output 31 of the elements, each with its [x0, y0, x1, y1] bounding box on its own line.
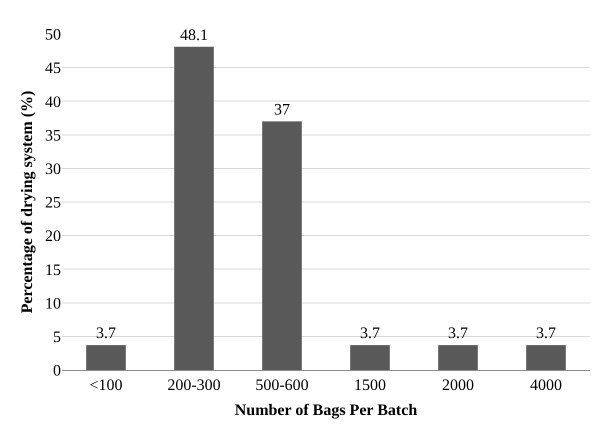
x-tick-label: 4000	[530, 377, 562, 394]
bar	[526, 345, 566, 370]
data-label: 48.1	[180, 26, 208, 44]
bar	[174, 46, 214, 370]
x-tick-label: 500-600	[255, 377, 309, 394]
y-tick-label: 25	[45, 194, 61, 212]
y-tick-label: 50	[45, 26, 61, 44]
y-tick-label: 5	[53, 329, 61, 346]
bar	[86, 345, 126, 370]
y-tick-label: 10	[45, 295, 61, 312]
x-tick-label: 1500	[354, 377, 386, 394]
data-label: 37	[274, 101, 290, 118]
bar	[438, 345, 478, 370]
y-tick-label: 20	[45, 228, 61, 246]
y-tick-label: 40	[45, 94, 61, 111]
data-label: 3.7	[360, 325, 380, 342]
y-tick-label: 15	[45, 262, 61, 279]
x-tick-label: 2000	[442, 377, 474, 394]
data-label: 3.7	[448, 325, 468, 342]
x-tick-label: <100	[89, 377, 123, 394]
x-axis-title: Number of Bags Per Batch	[234, 402, 418, 419]
bar	[350, 345, 390, 370]
data-label: 3.7	[96, 325, 116, 342]
y-tick-label: 45	[45, 60, 61, 78]
y-tick-label: 0	[53, 362, 61, 380]
data-label: 3.7	[536, 325, 556, 342]
y-axis-title: Percentage of drying system (%)	[18, 90, 36, 314]
y-tick-label: 30	[45, 161, 61, 178]
x-tick-label: 200-300	[167, 377, 221, 394]
y-tick-label: 35	[45, 127, 61, 144]
bar	[262, 121, 302, 370]
